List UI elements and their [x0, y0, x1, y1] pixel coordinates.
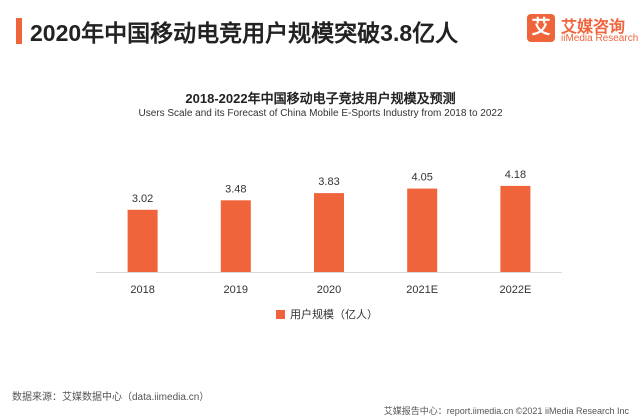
data-label: 3.02 — [132, 193, 153, 205]
bar — [407, 188, 438, 272]
legend-label: 用户规模（亿人） — [290, 309, 378, 321]
bar — [500, 185, 531, 272]
page-headline: 2020年中国移动电竞用户规模突破3.8亿人 — [30, 20, 459, 46]
chart-legend: 用户规模（亿人） — [276, 306, 378, 322]
chart-title: 2018-2022年中国移动电子竞技用户规模及预测 — [185, 91, 456, 106]
x-tick-label: 2021E — [406, 284, 438, 296]
bar — [220, 200, 251, 272]
chart-subtitle: Users Scale and its Forecast of China Mo… — [138, 108, 503, 119]
iimedia-logo: 艾 艾媒咨询 iiMedia Research — [527, 12, 639, 52]
x-tick-label: 2020 — [317, 284, 341, 296]
data-label: 3.48 — [225, 183, 246, 195]
data-label: 3.83 — [318, 176, 339, 188]
logo-name-cn: 艾媒咨询 — [561, 19, 626, 36]
headline-accent-bar — [16, 18, 22, 44]
bar — [127, 209, 158, 272]
logo-mark-icon: 艾 — [527, 14, 555, 42]
x-tick-label: 2022E — [499, 284, 531, 296]
data-label: 4.05 — [411, 172, 432, 184]
logo-name-en: iiMedia Research — [561, 33, 639, 44]
x-tick-label: 2019 — [224, 284, 248, 296]
x-tick-label: 2018 — [130, 284, 154, 296]
data-label: 4.18 — [505, 169, 526, 181]
footer-credit: 艾媒报告中心：report.iimedia.cn ©2021 iiMedia R… — [383, 406, 629, 416]
data-source-note: 数据来源：艾媒数据中心（data.iimedia.cn） — [12, 392, 210, 403]
legend-swatch — [276, 310, 285, 319]
bar — [314, 193, 344, 272]
